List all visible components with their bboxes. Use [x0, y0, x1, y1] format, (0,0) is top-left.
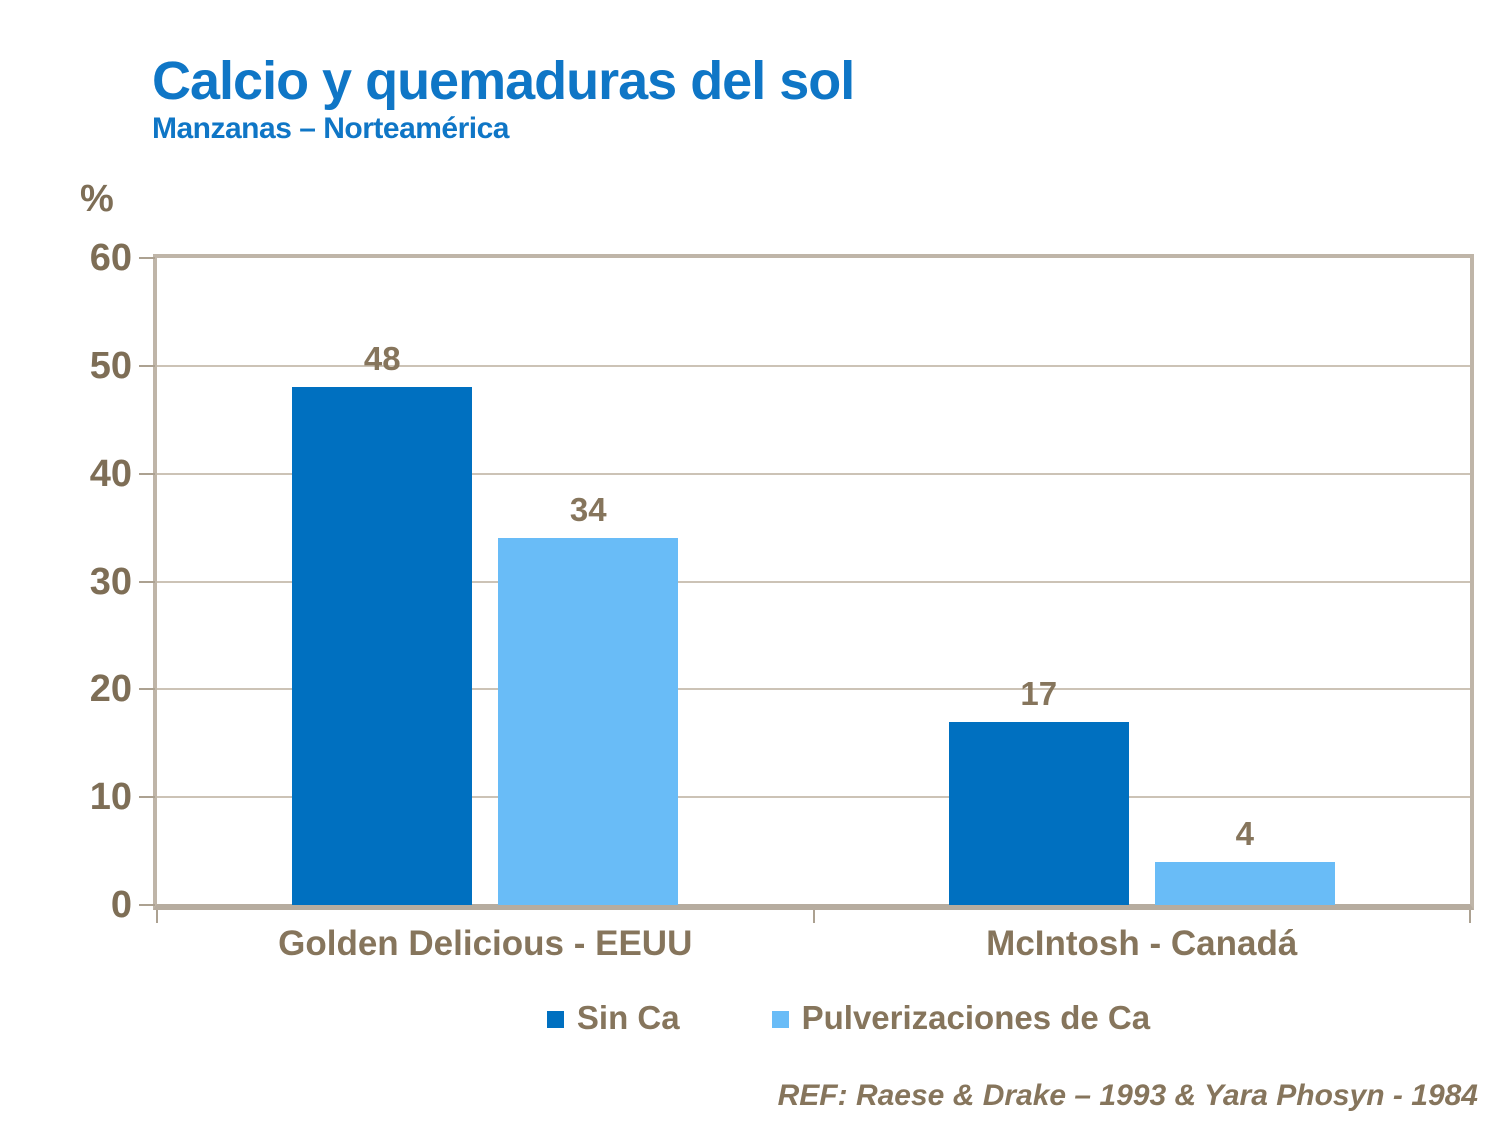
gridline	[157, 688, 1470, 691]
legend: Sin Ca Pulverizaciones de Ca	[157, 999, 1470, 1037]
legend-label: Pulverizaciones de Ca	[801, 999, 1151, 1036]
x-tick-mark	[156, 910, 158, 923]
y-tick-mark	[139, 796, 155, 799]
plot-area: 48 34 17 4	[157, 258, 1470, 905]
chart-title: Calcio y quemaduras del sol	[152, 51, 855, 111]
legend-swatch-icon	[546, 1011, 564, 1028]
chart-subtitle: Manzanas – Norteamérica	[152, 112, 510, 146]
legend-swatch-icon	[771, 1011, 789, 1028]
reference-note: REF: Raese & Drake – 1993 & Yara Phosyn …	[777, 1079, 1478, 1112]
category-label: Golden Delicious - EEUU	[278, 924, 693, 963]
y-tick-label: 60	[89, 237, 132, 279]
y-tick-mark	[139, 580, 155, 583]
bar-value-label: 34	[569, 491, 607, 529]
plot-frame	[153, 254, 1474, 910]
title-block: Calcio y quemaduras del sol Manzanas – N…	[152, 51, 855, 146]
category-label: McIntosh - Canadá	[986, 924, 1298, 963]
y-tick-mark	[139, 688, 155, 691]
y-tick-mark	[139, 904, 155, 906]
x-tick-mark	[812, 910, 815, 923]
legend-item: Sin Ca	[546, 999, 680, 1037]
gridline	[157, 364, 1470, 367]
y-tick-mark	[139, 257, 155, 259]
bar-value-label: 4	[1235, 814, 1254, 852]
bar-sin-ca-2	[948, 721, 1129, 905]
gridline	[157, 796, 1470, 799]
gridline	[157, 472, 1470, 475]
y-axis-unit-label: %	[80, 178, 114, 220]
bar-pulverizaciones-2	[1154, 861, 1335, 905]
legend-label: Sin Ca	[576, 999, 680, 1036]
y-tick-label: 10	[89, 776, 132, 819]
y-tick-mark	[139, 472, 155, 475]
y-tick-label: 50	[89, 344, 132, 387]
x-tick-mark	[1469, 910, 1471, 923]
y-tick-label: 40	[89, 452, 132, 495]
y-tick-label: 20	[89, 668, 132, 711]
y-tick-mark	[139, 364, 155, 367]
bar-sin-ca-1	[292, 387, 473, 905]
bar-value-label: 48	[363, 340, 401, 378]
y-tick-label: 30	[89, 560, 132, 603]
bar-pulverizaciones-1	[498, 538, 679, 905]
y-tick-label: 0	[110, 884, 132, 926]
bar-value-label: 17	[1020, 674, 1058, 712]
gridline	[157, 580, 1470, 583]
legend-item: Pulverizaciones de Ca	[771, 999, 1151, 1037]
